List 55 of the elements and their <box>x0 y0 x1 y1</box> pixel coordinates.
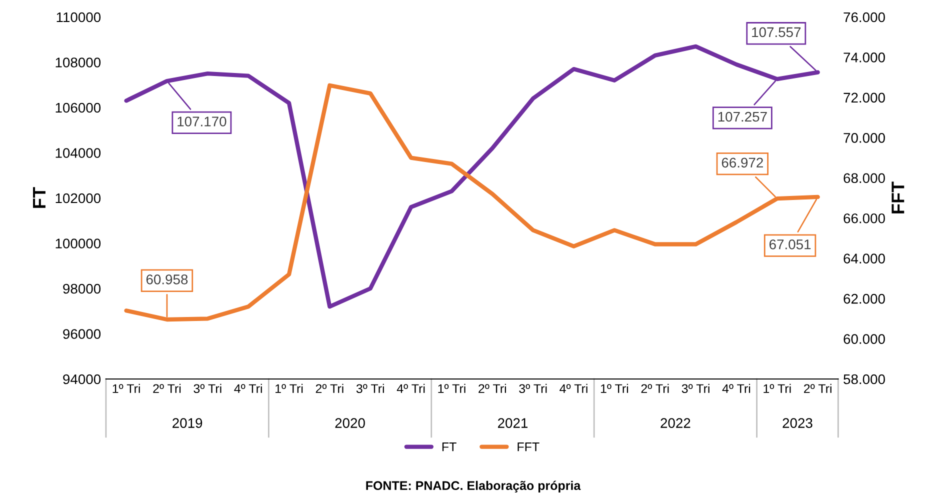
y2-tick-label: 64.000 <box>844 254 885 264</box>
y-tick-label: 108000 <box>56 58 101 68</box>
y2-tick-label: 70.000 <box>844 133 885 143</box>
x-tick-label: 2º Tri <box>478 384 506 393</box>
y2-tick-label: 74.000 <box>844 52 885 62</box>
text: 2021 <box>498 418 528 428</box>
y2-axis-title: FFT <box>892 182 904 214</box>
y2-tick-label: 76.000 <box>844 12 885 22</box>
legend-label: FT <box>442 442 456 452</box>
y2-tick-label: 68.000 <box>844 173 885 184</box>
y-tick-label: 98000 <box>63 284 101 294</box>
x-tick-label: 1º Tri <box>276 384 303 393</box>
y-tick-label: 106000 <box>56 102 101 113</box>
text: 2020 <box>335 418 365 428</box>
data-label: 107.170 <box>178 116 226 126</box>
x-tick-label: 4º Tri <box>560 384 588 393</box>
text: 2019 <box>172 418 202 428</box>
y2-tick-label: 66.000 <box>844 213 885 224</box>
x-tick-label: 1º Tri <box>600 384 628 393</box>
line-series <box>124 83 820 322</box>
x-tick-label: 4º Tri <box>396 384 425 393</box>
data-label: 67.051 <box>770 239 811 250</box>
legend-label: FFT <box>518 442 540 452</box>
x-tick-label: 4º Tri <box>234 384 262 393</box>
text: 2022 <box>660 418 690 428</box>
x-tick-label: 3º Tri <box>356 384 384 394</box>
y-tick-label: 94000 <box>63 374 101 384</box>
y-tick-label: 104000 <box>56 148 101 158</box>
data-label: 66.972 <box>722 158 763 168</box>
x-tick-label: 2º Tri <box>316 384 344 393</box>
x-tick-label: 1º Tri <box>764 384 791 393</box>
y-tick-label: 96000 <box>63 329 101 339</box>
x-tick-label: 3º Tri <box>682 384 710 394</box>
source-note: FONTE: PNADC. Elaboração própria <box>366 480 581 492</box>
data-label: 107.257 <box>718 112 767 122</box>
x-tick-label: 3º Tri <box>194 384 222 394</box>
x-tick-label: 2º Tri <box>153 384 181 393</box>
data-label: 60.958 <box>146 274 188 284</box>
x-tick-label: 2º Tri <box>804 384 832 393</box>
y-tick-label: 100000 <box>56 238 101 248</box>
x-tick-label: 3º Tri <box>519 384 547 394</box>
text: 2023 <box>782 418 812 428</box>
y2-tick-label: 60.000 <box>844 334 885 344</box>
y-tick-label: 102000 <box>56 193 101 204</box>
x-tick-label: 1º Tri <box>438 384 466 393</box>
x-tick-label: 4º Tri <box>722 384 750 393</box>
y-tick-label: 110000 <box>56 12 101 22</box>
line-series <box>124 44 820 309</box>
y2-tick-label: 58.000 <box>844 374 885 384</box>
x-tick-label: 1º Tri <box>112 384 140 393</box>
y2-tick-label: 62.000 <box>844 294 885 304</box>
y2-tick-label: 72.000 <box>844 92 885 103</box>
y-axis-title: FT <box>33 187 46 208</box>
data-label: 107.557 <box>752 27 801 38</box>
x-tick-label: 2º Tri <box>641 384 669 393</box>
